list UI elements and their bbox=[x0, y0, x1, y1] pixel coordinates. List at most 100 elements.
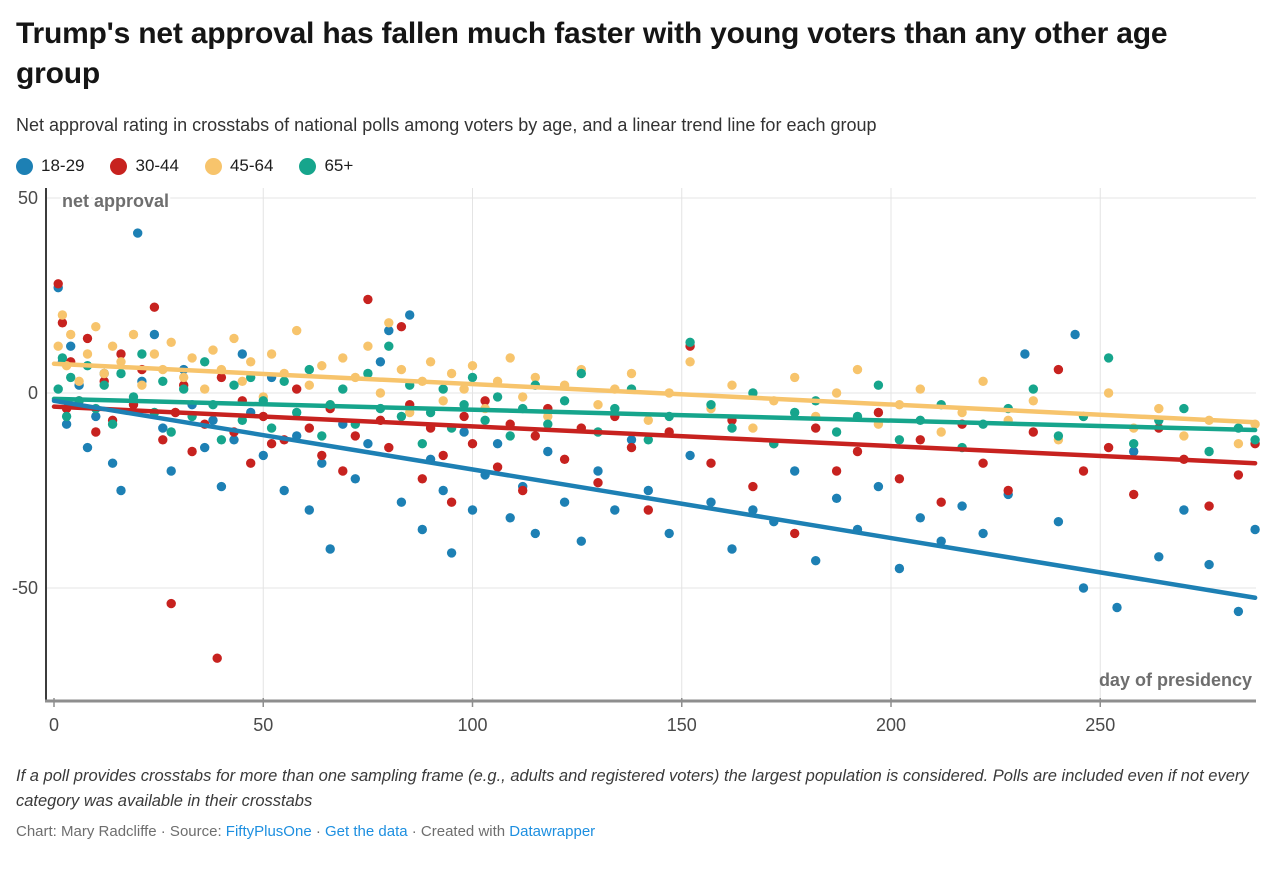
data-point-18-29[interactable] bbox=[1129, 446, 1139, 457]
data-point-65+[interactable] bbox=[543, 419, 553, 430]
data-point-30-44[interactable] bbox=[417, 474, 427, 484]
data-point-18-29[interactable] bbox=[82, 443, 93, 453]
data-point-18-29[interactable] bbox=[304, 505, 314, 515]
data-point-18-29[interactable] bbox=[384, 326, 394, 336]
data-point-65+[interactable] bbox=[467, 372, 478, 383]
data-point-65+[interactable] bbox=[158, 376, 168, 387]
data-point-18-29[interactable] bbox=[91, 411, 101, 422]
data-point-45-64[interactable] bbox=[208, 345, 218, 355]
get-the-data-link[interactable]: Get the data bbox=[325, 822, 408, 840]
data-point-30-44[interactable] bbox=[518, 485, 528, 496]
data-point-45-64[interactable] bbox=[593, 400, 603, 410]
data-point-45-64[interactable] bbox=[727, 380, 737, 391]
data-point-18-29[interactable] bbox=[166, 466, 176, 476]
data-point-30-44[interactable] bbox=[1078, 466, 1089, 476]
data-point-30-44[interactable] bbox=[438, 450, 448, 461]
data-point-45-64[interactable] bbox=[229, 333, 239, 344]
legend-item-18-29[interactable]: 18-29 bbox=[16, 156, 84, 176]
data-point-45-64[interactable] bbox=[685, 357, 695, 367]
data-point-45-64[interactable] bbox=[363, 341, 373, 352]
data-point-65+[interactable] bbox=[279, 376, 289, 387]
data-point-30-44[interactable] bbox=[246, 458, 256, 469]
data-point-45-64[interactable] bbox=[266, 349, 277, 359]
data-point-18-29[interactable] bbox=[258, 450, 268, 461]
data-point-65+[interactable] bbox=[727, 423, 737, 433]
data-point-30-44[interactable] bbox=[216, 372, 227, 383]
data-point-18-29[interactable] bbox=[593, 466, 603, 476]
data-point-30-44[interactable] bbox=[811, 423, 821, 433]
data-point-65+[interactable] bbox=[1250, 435, 1260, 445]
data-point-30-44[interactable] bbox=[1129, 489, 1139, 500]
data-point-45-64[interactable] bbox=[643, 415, 653, 426]
data-point-65+[interactable] bbox=[61, 411, 72, 422]
data-point-18-29[interactable] bbox=[317, 458, 327, 469]
data-point-18-29[interactable] bbox=[208, 415, 218, 426]
data-point-18-29[interactable] bbox=[936, 536, 946, 547]
data-point-30-44[interactable] bbox=[790, 528, 800, 539]
data-point-65+[interactable] bbox=[338, 384, 348, 394]
data-point-45-64[interactable] bbox=[1233, 439, 1244, 449]
data-point-30-44[interactable] bbox=[643, 505, 653, 515]
data-point-30-44[interactable] bbox=[149, 302, 160, 313]
data-point-18-29[interactable] bbox=[915, 513, 925, 523]
data-point-65+[interactable] bbox=[200, 357, 210, 367]
data-point-30-44[interactable] bbox=[706, 458, 716, 469]
data-point-30-44[interactable] bbox=[91, 427, 101, 437]
data-point-18-29[interactable] bbox=[530, 528, 540, 539]
data-point-18-29[interactable] bbox=[790, 466, 800, 476]
data-point-45-64[interactable] bbox=[1103, 388, 1114, 398]
data-point-45-64[interactable] bbox=[505, 353, 515, 363]
data-point-45-64[interactable] bbox=[978, 376, 988, 387]
data-point-65+[interactable] bbox=[438, 384, 448, 394]
data-point-18-29[interactable] bbox=[1078, 583, 1089, 593]
data-point-18-29[interactable] bbox=[664, 528, 674, 539]
data-point-45-64[interactable] bbox=[936, 427, 946, 437]
data-point-65+[interactable] bbox=[459, 400, 469, 410]
data-point-45-64[interactable] bbox=[82, 349, 93, 359]
data-point-45-64[interactable] bbox=[852, 365, 863, 375]
data-point-30-44[interactable] bbox=[978, 458, 988, 469]
data-point-30-44[interactable] bbox=[936, 497, 946, 508]
data-point-18-29[interactable] bbox=[149, 329, 160, 340]
data-point-18-29[interactable] bbox=[446, 548, 457, 558]
data-point-30-44[interactable] bbox=[57, 318, 68, 328]
data-point-18-29[interactable] bbox=[61, 419, 72, 430]
data-point-18-29[interactable] bbox=[685, 450, 695, 461]
data-point-45-64[interactable] bbox=[543, 411, 553, 422]
data-point-30-44[interactable] bbox=[748, 482, 758, 492]
data-point-30-44[interactable] bbox=[1233, 470, 1244, 480]
data-point-65+[interactable] bbox=[99, 380, 109, 391]
data-point-30-44[interactable] bbox=[158, 435, 168, 445]
data-point-65+[interactable] bbox=[396, 411, 407, 422]
data-point-45-64[interactable] bbox=[237, 376, 247, 387]
data-point-18-29[interactable] bbox=[957, 501, 967, 511]
data-point-18-29[interactable] bbox=[107, 458, 118, 469]
data-point-45-64[interactable] bbox=[518, 392, 528, 402]
data-point-45-64[interactable] bbox=[246, 357, 256, 367]
data-point-65+[interactable] bbox=[229, 380, 239, 391]
data-point-18-29[interactable] bbox=[706, 497, 716, 508]
data-point-30-44[interactable] bbox=[873, 407, 884, 418]
data-point-65+[interactable] bbox=[492, 392, 503, 402]
data-point-30-44[interactable] bbox=[53, 279, 63, 289]
source-link[interactable]: FiftyPlusOne bbox=[225, 822, 312, 840]
data-point-65+[interactable] bbox=[685, 337, 695, 348]
data-point-30-44[interactable] bbox=[852, 446, 863, 457]
data-point-18-29[interactable] bbox=[559, 497, 570, 508]
legend-item-65+[interactable]: 65+ bbox=[299, 156, 353, 176]
data-point-18-29[interactable] bbox=[1204, 560, 1214, 570]
data-point-30-44[interactable] bbox=[459, 411, 469, 422]
data-point-45-64[interactable] bbox=[137, 380, 147, 391]
data-point-18-29[interactable] bbox=[158, 423, 168, 433]
data-point-18-29[interactable] bbox=[505, 513, 515, 523]
data-point-18-29[interactable] bbox=[438, 485, 448, 496]
data-point-65+[interactable] bbox=[107, 419, 118, 430]
data-point-65+[interactable] bbox=[1179, 404, 1189, 414]
data-point-18-29[interactable] bbox=[1179, 505, 1189, 515]
data-point-45-64[interactable] bbox=[530, 372, 540, 383]
data-point-30-44[interactable] bbox=[915, 435, 925, 445]
data-point-18-29[interactable] bbox=[66, 341, 76, 352]
data-point-18-29[interactable] bbox=[626, 435, 637, 445]
data-point-45-64[interactable] bbox=[459, 384, 469, 394]
data-point-18-29[interactable] bbox=[1070, 329, 1080, 340]
